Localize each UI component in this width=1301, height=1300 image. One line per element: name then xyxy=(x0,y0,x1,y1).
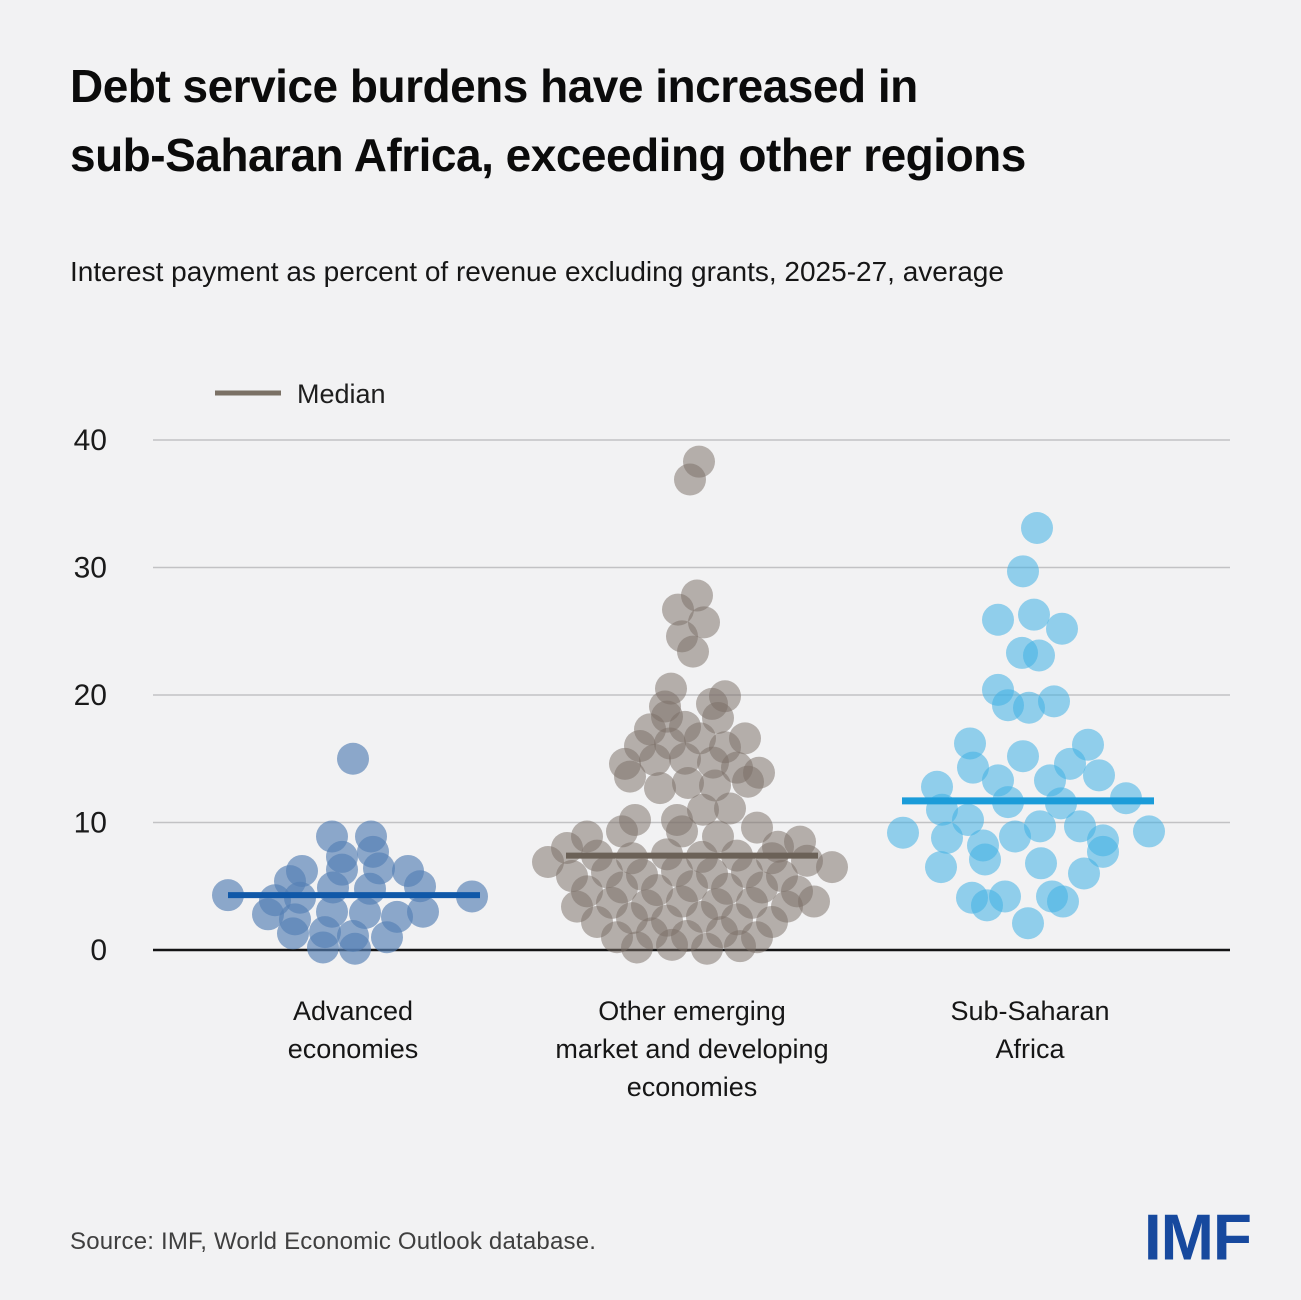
data-dot xyxy=(1064,810,1096,843)
data-dot xyxy=(307,931,339,964)
group-label: Sub-Saharan Africa xyxy=(950,996,1109,1064)
data-dot xyxy=(925,851,957,884)
title-line-1: Debt service burdens have increased in xyxy=(70,60,918,112)
data-dot xyxy=(887,816,919,849)
data-dot xyxy=(1047,885,1079,918)
data-dot xyxy=(532,846,564,879)
data-dot xyxy=(1024,810,1056,843)
data-dot xyxy=(714,792,746,825)
data-dot xyxy=(816,851,848,884)
data-dot xyxy=(1083,759,1115,792)
title-line-2: sub-Saharan Africa, exceeding other regi… xyxy=(70,129,1026,181)
figure-title: Debt service burdens have increased in s… xyxy=(70,52,1250,190)
data-dot xyxy=(662,593,694,626)
data-dot xyxy=(1021,511,1053,544)
data-dot xyxy=(1068,857,1100,890)
data-dot xyxy=(277,917,309,950)
data-dot xyxy=(732,765,764,798)
data-dot xyxy=(798,885,830,918)
data-dot xyxy=(407,895,439,928)
data-dot xyxy=(337,742,369,775)
data-dot xyxy=(1038,685,1070,718)
data-dot xyxy=(669,742,701,775)
data-dot xyxy=(699,769,731,802)
y-tick-label: 0 xyxy=(90,934,107,967)
data-dot xyxy=(1012,907,1044,940)
data-dot xyxy=(1013,691,1045,724)
y-tick-label: 40 xyxy=(74,424,107,457)
data-dot xyxy=(1025,847,1057,880)
y-tick-label: 30 xyxy=(74,552,107,585)
data-dot xyxy=(252,898,284,931)
data-dot xyxy=(1018,598,1050,631)
data-dot xyxy=(1023,639,1055,672)
data-dot xyxy=(931,821,963,854)
data-dot xyxy=(691,932,723,965)
data-dot xyxy=(1087,835,1119,868)
group-label: Other emerging market and developing econo… xyxy=(555,996,828,1102)
group-label: Advanced economies xyxy=(288,996,419,1064)
data-dot xyxy=(1046,612,1078,645)
data-dot xyxy=(1007,740,1039,773)
data-dot xyxy=(621,931,653,964)
data-dot xyxy=(687,793,719,826)
data-dot xyxy=(697,746,729,779)
data-dot xyxy=(1133,815,1165,848)
data-dot xyxy=(724,930,756,963)
y-tick-label: 10 xyxy=(74,807,107,840)
data-dot xyxy=(954,727,986,760)
source-note: Source: IMF, World Economic Outlook data… xyxy=(70,1228,597,1255)
data-dot xyxy=(672,766,704,799)
data-dot xyxy=(644,772,676,805)
data-dot xyxy=(982,603,1014,636)
data-dot xyxy=(371,921,403,954)
y-tick-label: 20 xyxy=(74,679,107,712)
data-dot xyxy=(614,760,646,793)
data-dot xyxy=(1007,555,1039,588)
imf-logo: IMF xyxy=(1143,1200,1252,1274)
data-dot xyxy=(957,751,989,784)
data-dot xyxy=(656,928,688,961)
legend-median-label: Median xyxy=(297,379,386,409)
data-dot xyxy=(666,815,698,848)
data-dot xyxy=(639,744,671,777)
data-dot xyxy=(969,843,1001,876)
data-dot xyxy=(339,932,371,965)
data-dot xyxy=(606,815,638,848)
data-dot xyxy=(952,803,984,836)
data-dot xyxy=(741,811,773,844)
data-dot xyxy=(677,635,709,668)
data-dot xyxy=(971,889,1003,922)
figure-subtitle: Interest payment as percent of revenue e… xyxy=(70,256,1004,287)
data-dot xyxy=(674,463,706,496)
data-dot xyxy=(999,820,1031,853)
